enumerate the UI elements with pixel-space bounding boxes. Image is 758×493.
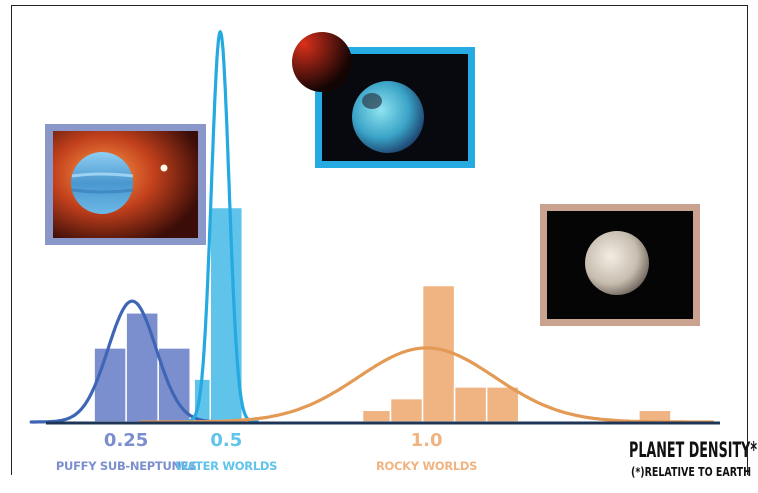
x-tick-labels: 0.25 0.5 1.0 bbox=[104, 430, 443, 451]
histogram-bar-3-1 bbox=[361, 409, 392, 423]
x-axis-note: (*)RELATIVE TO EARTH bbox=[631, 465, 751, 479]
figure-frame bbox=[11, 5, 748, 475]
histogram-bar-2-2 bbox=[209, 206, 244, 423]
distribution-curve-2 bbox=[181, 29, 259, 424]
distribution-curve-1 bbox=[29, 299, 235, 424]
category-label-1: PUFFY SUB-NEPTUNES bbox=[56, 459, 196, 473]
x-tick-label-2: 0.5 bbox=[210, 430, 242, 451]
distribution-curves bbox=[29, 29, 715, 424]
water-world-planet-image bbox=[292, 32, 475, 168]
histogram-bar-3-4 bbox=[453, 386, 488, 423]
rocky-planet-image bbox=[540, 204, 700, 326]
histogram-bar-3-5 bbox=[485, 386, 520, 423]
sub-neptune-planet-image bbox=[45, 124, 206, 245]
histogram-bar-3-2 bbox=[389, 397, 424, 423]
histogram-bar-1-1 bbox=[93, 347, 127, 423]
category-label-3: ROCKY WORLDS bbox=[376, 459, 477, 473]
histogram-bar-1-2 bbox=[125, 312, 159, 423]
x-tick-label-1: 0.25 bbox=[104, 430, 148, 451]
x-tick-label-3: 1.0 bbox=[411, 430, 443, 451]
x-axis-title: PLANET DENSITY* bbox=[629, 438, 757, 462]
category-label-2: WATER WORLDS bbox=[175, 459, 277, 473]
distribution-curve-3 bbox=[139, 346, 715, 424]
